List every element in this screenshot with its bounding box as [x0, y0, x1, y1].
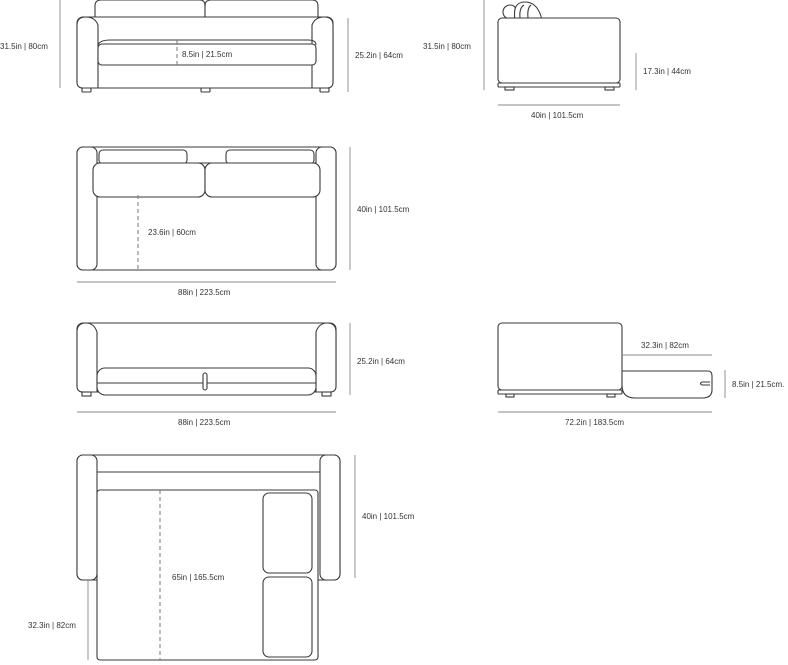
- sleeper-top-depth-label: 40in | 101.5cm: [362, 512, 415, 521]
- top-seat-left: [92, 162, 206, 198]
- front-cushion-height-label: 8.5in | 21.5cm: [182, 50, 232, 59]
- sleeper-side-view: 32.3in | 82cm 8.5in | 21.5cm. 72.2in | 1…: [497, 322, 784, 427]
- top-seat-depth-label: 23.6in | 60cm: [148, 228, 196, 237]
- top-arm-right: [315, 146, 337, 271]
- side-view: 31.5in | 80cm 17.3in | 44cm 40in | 101.5…: [423, 0, 691, 120]
- arm-left: [76, 16, 99, 89]
- sleeper-front-width-label: 88in | 223.5cm: [178, 418, 231, 427]
- arm-right: [311, 16, 334, 89]
- pillow-upper: [262, 492, 313, 574]
- top-depth-label: 40in | 101.5cm: [357, 205, 410, 214]
- side-body: [497, 17, 621, 84]
- sleeper-top-bed-length-label: 65in | 165.5cm: [172, 573, 225, 582]
- top-arm-left: [76, 146, 98, 271]
- seat-cushion: [97, 43, 317, 66]
- side-seat-height-label: 17.3in | 44cm: [643, 67, 691, 76]
- sleeper-side-mattress-height-label: 8.5in | 21.5cm.: [732, 380, 784, 389]
- front-view: 31.5in | 80cm 25.2in | 64cm 8.5in | 21.5…: [0, 0, 403, 93]
- front-seat-height-label: 25.2in | 64cm: [355, 51, 403, 60]
- sleeper-extension: [621, 370, 713, 399]
- side-height-total-label: 31.5in | 80cm: [423, 42, 471, 51]
- side-depth-label: 40in | 101.5cm: [531, 111, 584, 120]
- pillow-lower: [262, 576, 313, 658]
- sleeper-side-length-label: 72.2in | 183.5cm: [565, 418, 624, 427]
- front-height-total-label: 31.5in | 80cm: [0, 42, 48, 51]
- sleeper-side-extension-label: 32.3in | 82cm: [641, 341, 689, 350]
- sleeper-front-seat-height-label: 25.2in | 64cm: [357, 357, 405, 366]
- top-width-label: 88in | 223.5cm: [178, 288, 231, 297]
- sleeper-top-view: 65in | 165.5cm 40in | 101.5cm 32.3in | 8…: [28, 454, 415, 661]
- top-seat-right: [204, 162, 321, 198]
- top-view: 23.6in | 60cm 40in | 101.5cm 88in | 223.…: [76, 146, 410, 297]
- sleeper-front-view: 25.2in | 64cm 88in | 223.5cm: [76, 322, 405, 427]
- sleeper-top-extension-label: 32.3in | 82cm: [28, 621, 76, 630]
